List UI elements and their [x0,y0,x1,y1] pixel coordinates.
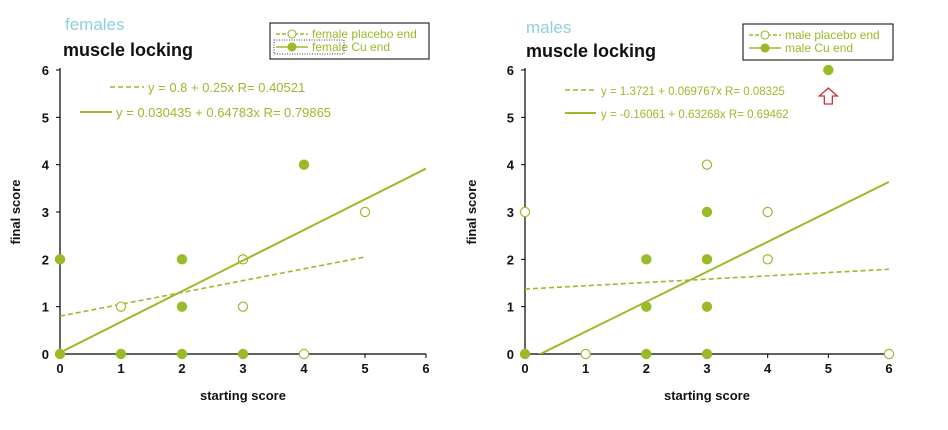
y-tick-label: 1 [507,300,514,315]
fit-line-placebo [60,256,366,317]
fit-line-cu [538,181,889,354]
data-point-placebo [115,301,127,312]
data-point-cu [237,348,249,360]
y-tick-label: 6 [42,63,49,78]
x-tick-label: 3 [703,361,710,376]
chart-title: muscle locking [526,41,656,61]
x-tick-label: 3 [239,361,246,376]
y-tick-label: 0 [507,347,514,362]
legend-swatch-marker [287,29,297,39]
x-tick-label: 5 [361,361,368,376]
data-point-cu [701,254,713,265]
x-tick-label: 2 [178,361,185,376]
data-point-placebo [237,301,249,312]
x-tick-label: 1 [117,361,124,376]
data-point-cu [701,301,713,312]
x-tick-label: 0 [521,361,528,376]
y-tick-label: 6 [507,63,514,78]
data-point-placebo [701,159,713,170]
x-tick-label: 6 [422,361,429,376]
data-point-placebo [359,206,371,218]
fit-line-cu [60,167,426,354]
x-axis-label: starting score [200,388,286,403]
data-point-cu [54,348,66,360]
chart-panel-males: males muscle locking 0 1 2 3 4 5 6 0 1 2 3 4 5 6 startin… [464,18,895,403]
y-tick-label: 4 [507,158,515,173]
data-point-placebo [298,348,310,360]
data-point-cu [641,348,652,360]
x-tick-label: 1 [582,361,589,376]
fit-equation-label: y = 1.3721 + 0.069767x R= 0.08325 [601,86,785,98]
legend-swatch-marker [760,43,770,53]
data-point-cu [298,159,310,170]
legend-entry: female Cu end [312,40,390,54]
y-tick-label: 0 [42,347,49,362]
x-axis-label: starting score [664,388,750,403]
y-axis-label: final score [8,179,23,244]
data-point-cu [54,254,66,265]
x-tick-label: 4 [300,361,308,376]
legend-swatch-marker [760,30,770,40]
y-axis-label: final score [464,179,479,244]
data-point-placebo [580,348,591,360]
subject-label: females [65,15,125,34]
x-tick-label: 0 [56,361,63,376]
x-tick-label: 4 [764,361,772,376]
fit-equation-label: y = 0.8 + 0.25x R= 0.40521 [148,80,305,95]
x-tick-label: 6 [885,361,892,376]
legend-entry: female placebo end [312,27,417,41]
chart-title: muscle locking [63,40,193,60]
data-point-placebo [762,254,773,265]
data-point-cu [701,206,713,218]
subject-label: males [526,18,571,37]
data-point-placebo [762,206,773,218]
y-tick-label: 5 [507,110,514,125]
data-point-cu [519,348,531,360]
legend-entry: male placebo end [785,28,880,42]
data-point-cu [701,348,713,360]
data-point-placebo [519,206,531,218]
data-point-cu [176,348,188,360]
y-tick-label: 3 [507,205,514,220]
y-tick-label: 1 [42,300,49,315]
y-tick-label: 2 [507,252,514,267]
data-point-cu [115,348,127,360]
legend-box [742,23,894,61]
y-tick-label: 4 [42,158,50,173]
data-point-cu [641,254,652,265]
data-point-cu [176,301,188,312]
legend-swatch-marker [287,42,297,52]
legend-entry: male Cu end [785,41,853,55]
x-tick-label: 2 [643,361,650,376]
up-arrow-icon [817,87,840,105]
data-point-cu [641,301,652,312]
fit-line-placebo [525,268,889,290]
fit-equation-label: y = -0.16061 + 0.63268x R= 0.69462 [601,109,789,121]
data-point-cu [823,64,834,76]
data-point-cu [176,254,188,265]
y-tick-label: 3 [42,205,49,220]
legend-box [269,22,430,60]
y-tick-label: 5 [42,110,49,125]
data-point-placebo [883,348,895,360]
chart-panel-females: females muscle locking 0 1 2 3 4 5 6 0 1 2 3 4 5 6 start… [8,15,430,403]
legend-focus-outline [273,39,345,55]
y-tick-label: 2 [42,252,49,267]
x-tick-label: 5 [825,361,832,376]
fit-equation-label: y = 0.030435 + 0.64783x R= 0.79865 [116,105,331,120]
